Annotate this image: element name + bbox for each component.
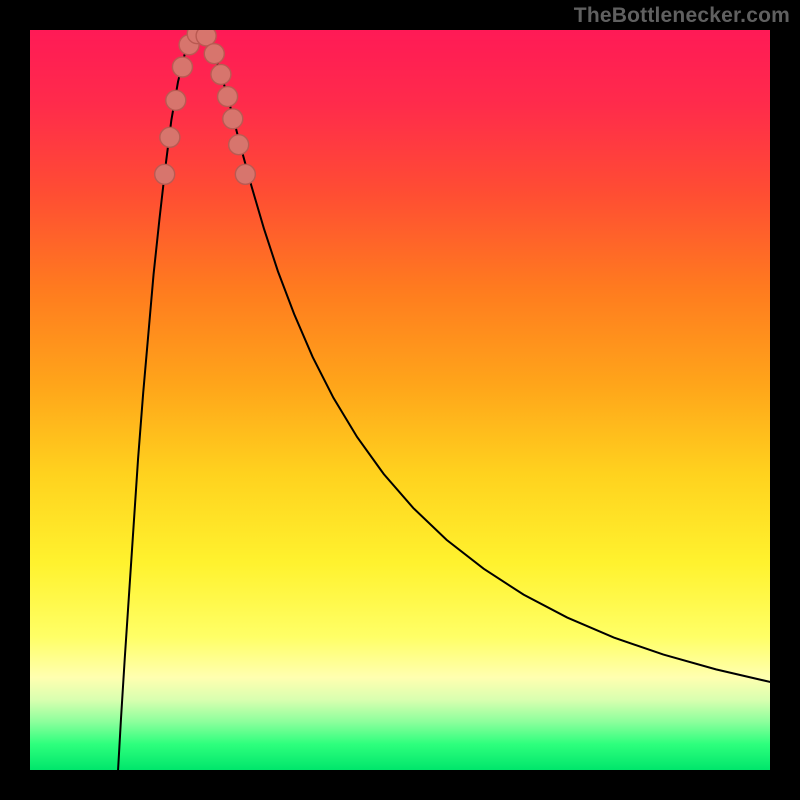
watermark-text: TheBottlenecker.com bbox=[574, 4, 790, 28]
data-marker bbox=[155, 164, 175, 184]
data-marker bbox=[160, 127, 180, 147]
data-marker bbox=[204, 44, 224, 64]
chart-background bbox=[30, 30, 770, 770]
data-marker bbox=[211, 64, 231, 84]
data-marker bbox=[223, 109, 243, 129]
data-marker bbox=[172, 57, 192, 77]
data-marker bbox=[235, 164, 255, 184]
data-marker bbox=[166, 90, 186, 110]
chart-svg bbox=[0, 0, 800, 800]
data-marker bbox=[229, 135, 249, 155]
chart-container: TheBottlenecker.com bbox=[0, 0, 800, 800]
data-marker bbox=[218, 87, 238, 107]
